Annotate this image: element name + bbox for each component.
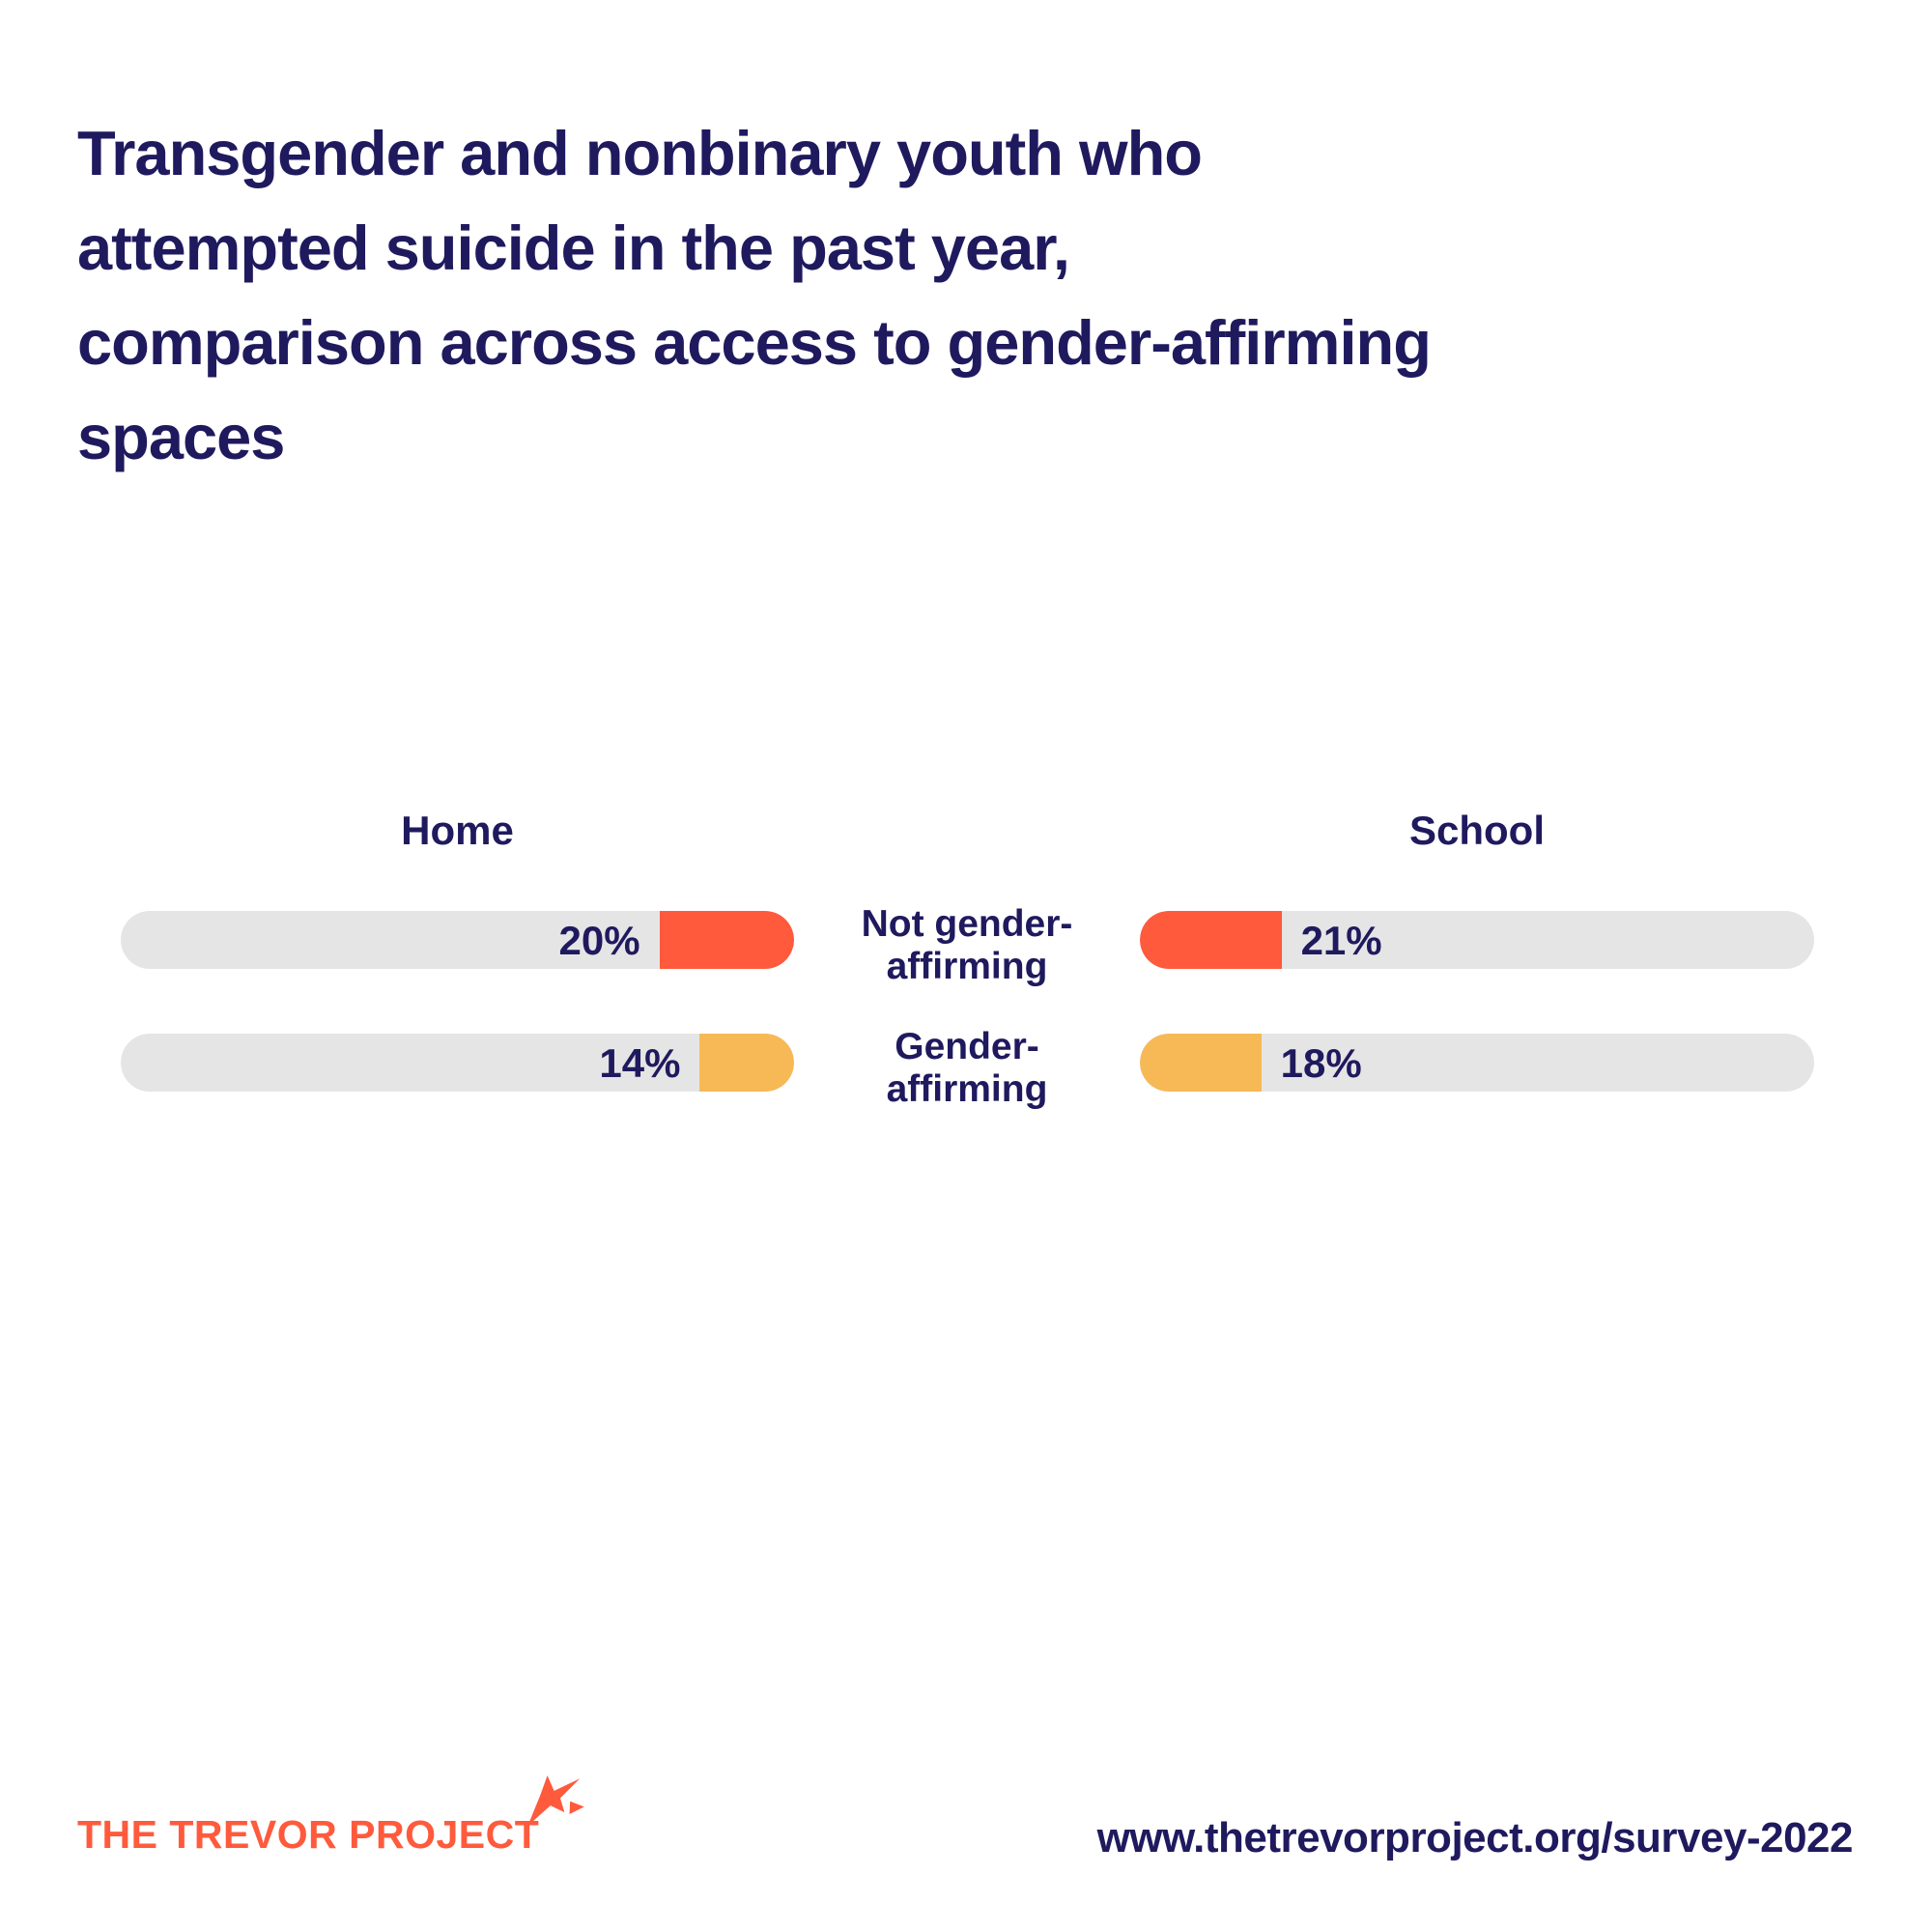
title-line-1: Transgender and nonbinary youth who (77, 118, 1203, 188)
school-bar-track: 18% (1140, 1034, 1814, 1092)
category-label-line2: affirming (886, 946, 1048, 987)
trevor-project-logo-text: THE TREVOR PROJECT (77, 1812, 540, 1857)
bar-row-not-gender-affirming: 20% Not gender- affirming 21% (0, 903, 1932, 987)
column-header-home: Home (401, 808, 514, 853)
home-bar-value: 14% (599, 1040, 681, 1086)
column-header-school: School (1408, 808, 1545, 853)
school-bar-value: 21% (1300, 918, 1382, 963)
title-line-2: attempted suicide in the past year, (77, 213, 1070, 283)
home-bar-value: 20% (558, 918, 640, 963)
page-title: Transgender and nonbinary youth who atte… (77, 106, 1855, 485)
school-bar-track: 21% (1140, 911, 1814, 969)
category-label: Not gender- affirming (794, 903, 1140, 988)
school-bar-fill (1140, 1034, 1262, 1092)
survey-url: www.thetrevorproject.org/survey-2022 (1096, 1814, 1854, 1861)
title-line-3: comparison across access to gender-affir… (77, 307, 1432, 378)
school-bar-value: 18% (1280, 1040, 1362, 1086)
home-bar-fill (659, 911, 794, 969)
home-bar-track: 14% (121, 1034, 794, 1092)
home-bar-track: 20% (121, 911, 794, 969)
category-label-line1: Not gender- (861, 903, 1073, 945)
category-label-line1: Gender- (895, 1026, 1039, 1067)
category-label-line2: affirming (886, 1068, 1048, 1110)
title-line-4: spaces (77, 402, 285, 472)
school-bar-fill (1140, 911, 1282, 969)
bar-row-gender-affirming: 14% Gender- affirming 18% (0, 1026, 1932, 1110)
sparkle-star-icon (527, 1776, 584, 1827)
category-label: Gender- affirming (794, 1026, 1140, 1111)
home-bar-fill (699, 1034, 794, 1092)
